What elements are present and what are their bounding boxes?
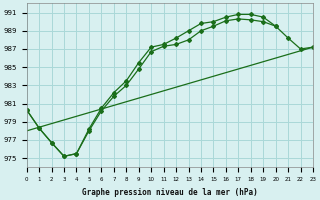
X-axis label: Graphe pression niveau de la mer (hPa): Graphe pression niveau de la mer (hPa) bbox=[82, 188, 258, 197]
